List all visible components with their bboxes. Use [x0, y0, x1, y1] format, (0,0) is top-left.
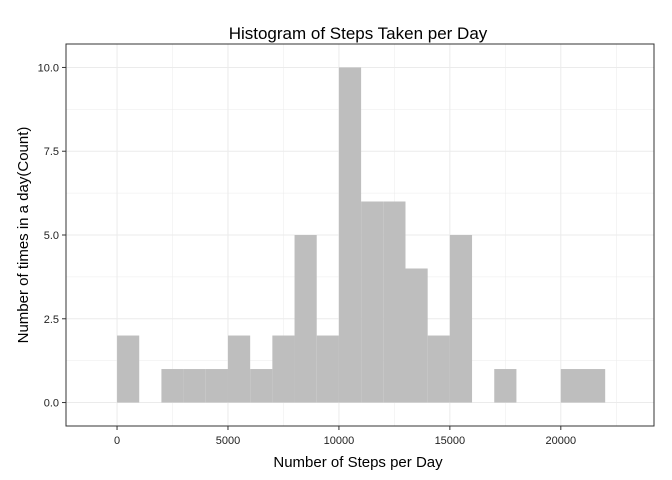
histogram-bar — [494, 369, 517, 403]
histogram-bar — [250, 369, 273, 403]
histogram-bar — [316, 335, 339, 403]
histogram-bar — [227, 335, 251, 403]
y-axis-ticks: 0.0 2.5 5.0 7.5 10.0 — [38, 62, 66, 410]
x-tick-label: 0 — [114, 435, 120, 447]
histogram-bar — [117, 335, 140, 403]
y-tick-label: 5.0 — [44, 230, 59, 242]
y-tick-label: 7.5 — [44, 146, 59, 158]
histogram-bar — [183, 369, 206, 403]
histogram-bar — [272, 335, 295, 403]
y-tick-label: 0.0 — [44, 398, 59, 410]
chart-title: Histogram of Steps Taken per Day — [229, 24, 488, 43]
histogram-bar — [560, 369, 583, 403]
histogram-bar — [338, 67, 362, 403]
histogram-bar — [582, 369, 606, 403]
x-axis-ticks: 0 5000 10000 15000 20000 — [114, 426, 576, 447]
histogram-bar — [405, 268, 428, 403]
y-tick-label: 10.0 — [38, 62, 59, 74]
x-tick-label: 10000 — [324, 435, 355, 447]
histogram-bar — [161, 369, 184, 403]
x-axis-title: Number of Steps per Day — [273, 454, 443, 471]
histogram-bar — [361, 201, 384, 403]
x-tick-label: 5000 — [216, 435, 240, 447]
x-tick-label: 15000 — [435, 435, 466, 447]
histogram-bar — [449, 235, 473, 403]
histogram-bar — [427, 335, 450, 403]
x-tick-label: 20000 — [546, 435, 577, 447]
histogram-bar — [383, 201, 406, 403]
histogram-bar — [205, 369, 228, 403]
y-axis-title: Number of times in a day(Count) — [15, 127, 32, 344]
histogram-bar — [294, 235, 317, 403]
y-tick-label: 2.5 — [44, 314, 59, 326]
histogram-bars — [117, 67, 606, 403]
